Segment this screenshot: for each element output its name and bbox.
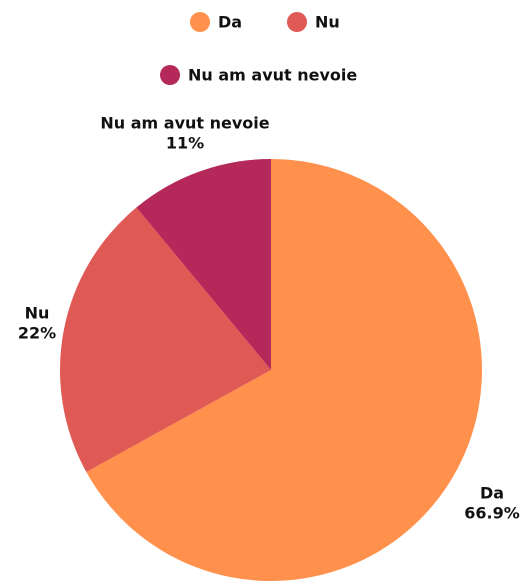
pie-slice bbox=[136, 159, 271, 370]
legend-label: Da bbox=[218, 13, 242, 32]
pie-slice bbox=[60, 207, 271, 473]
legend-label: Nu am avut nevoie bbox=[188, 66, 357, 85]
slice-value: 22% bbox=[18, 324, 56, 343]
legend-swatch bbox=[160, 65, 180, 85]
pie-slice bbox=[86, 159, 482, 581]
legend-swatch bbox=[190, 12, 210, 32]
slice-label: Da bbox=[480, 484, 504, 503]
slice-value: 66.9% bbox=[464, 504, 520, 523]
slice-label: Nu bbox=[25, 304, 50, 323]
slice-value: 11% bbox=[166, 134, 204, 153]
legend-swatch bbox=[287, 12, 307, 32]
slice-label: Nu am avut nevoie bbox=[100, 114, 269, 133]
legend-label: Nu bbox=[315, 13, 340, 32]
